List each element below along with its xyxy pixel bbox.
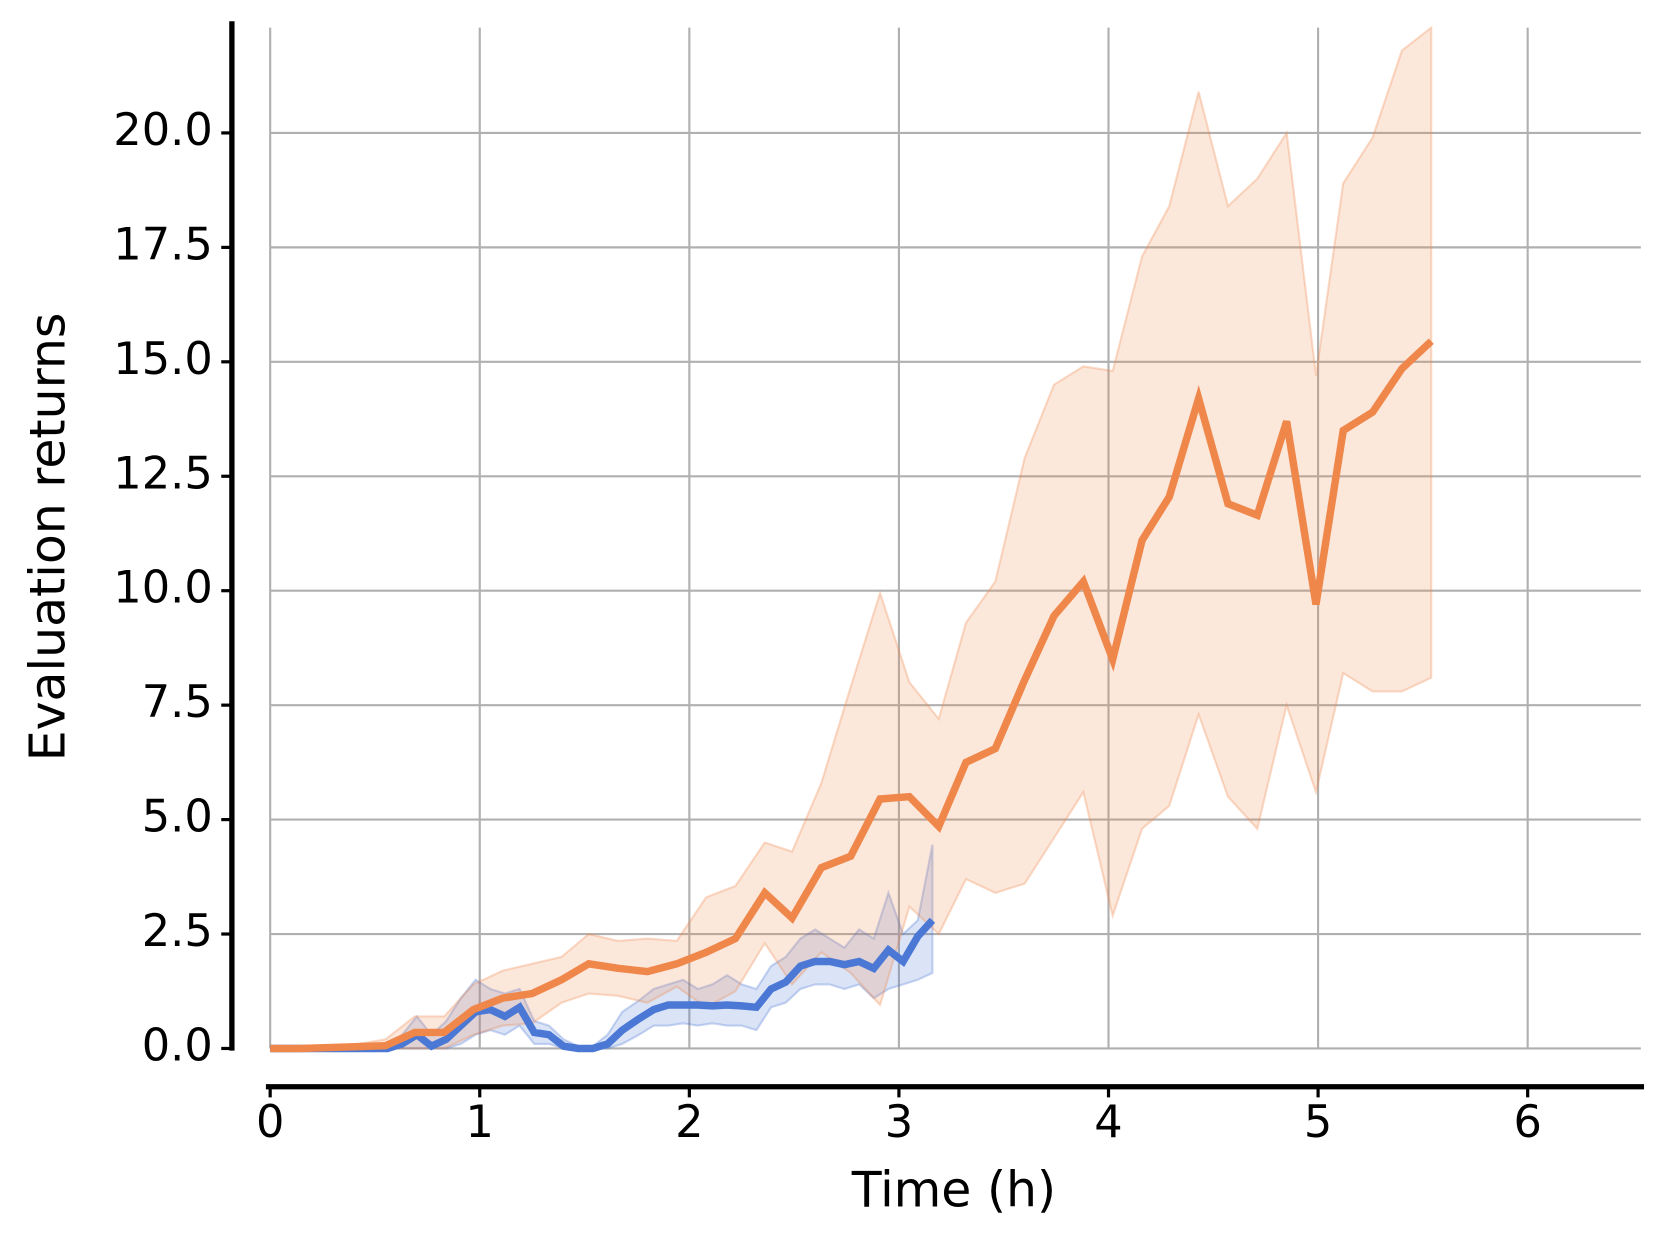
y-tick-label: 5.0 [142, 791, 213, 843]
x-tick-label: 2 [675, 1096, 703, 1148]
x-tick-label: 0 [256, 1096, 284, 1148]
y-tick-label: 7.5 [142, 676, 213, 728]
y-tick-label: 17.5 [113, 218, 212, 270]
x-axis-title: Time (h) [851, 1162, 1056, 1219]
y-tick-label: 10.0 [113, 562, 212, 614]
marks [270, 25, 1434, 1053]
confidence-band [270, 25, 1433, 1050]
x-tick-label: 1 [466, 1096, 494, 1148]
x-tick-label: 5 [1304, 1096, 1332, 1148]
y-tick-label: 2.5 [142, 905, 213, 957]
y-tick-label: 0.0 [142, 1019, 213, 1071]
x-tick-label: 3 [885, 1096, 913, 1148]
x-tick-label: 6 [1513, 1096, 1541, 1148]
y-tick-label: 15.0 [113, 333, 212, 385]
y-tick-label: 12.5 [113, 447, 212, 499]
y-tick-label: 20.0 [113, 104, 212, 156]
x-tick-label: 4 [1094, 1096, 1122, 1148]
grid [269, 27, 1641, 1050]
series-line [270, 338, 1434, 1053]
y-axis-title: Evaluation returns [20, 313, 77, 762]
